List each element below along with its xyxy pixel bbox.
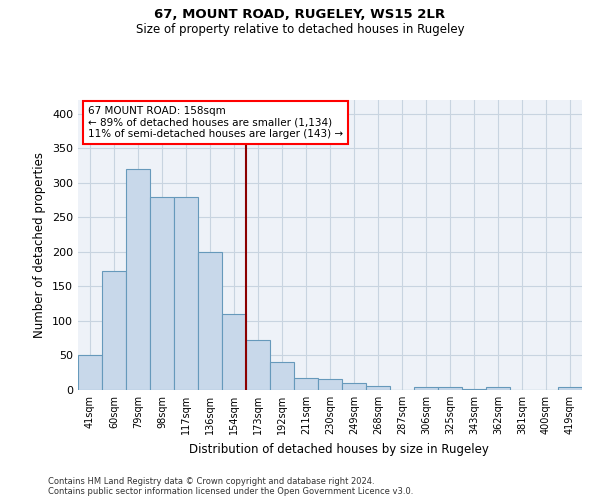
Bar <box>78 356 102 390</box>
Bar <box>198 252 222 390</box>
Bar <box>558 387 582 390</box>
Text: Contains public sector information licensed under the Open Government Licence v3: Contains public sector information licen… <box>48 488 413 496</box>
Bar <box>294 378 318 390</box>
Bar <box>222 314 246 390</box>
Bar <box>174 196 198 390</box>
Y-axis label: Number of detached properties: Number of detached properties <box>34 152 46 338</box>
Bar <box>342 383 366 390</box>
Bar <box>270 362 294 390</box>
Text: 67, MOUNT ROAD, RUGELEY, WS15 2LR: 67, MOUNT ROAD, RUGELEY, WS15 2LR <box>154 8 446 20</box>
Text: Contains HM Land Registry data © Crown copyright and database right 2024.: Contains HM Land Registry data © Crown c… <box>48 478 374 486</box>
Text: Size of property relative to detached houses in Rugeley: Size of property relative to detached ho… <box>136 22 464 36</box>
Bar <box>414 386 438 390</box>
Bar <box>486 386 510 390</box>
Bar <box>102 271 126 390</box>
Bar <box>246 340 270 390</box>
Bar <box>438 386 462 390</box>
Bar <box>126 169 150 390</box>
Text: 67 MOUNT ROAD: 158sqm
← 89% of detached houses are smaller (1,134)
11% of semi-d: 67 MOUNT ROAD: 158sqm ← 89% of detached … <box>88 106 343 139</box>
Bar <box>318 379 342 390</box>
Bar <box>366 386 390 390</box>
Bar <box>150 196 174 390</box>
Text: Distribution of detached houses by size in Rugeley: Distribution of detached houses by size … <box>189 442 489 456</box>
